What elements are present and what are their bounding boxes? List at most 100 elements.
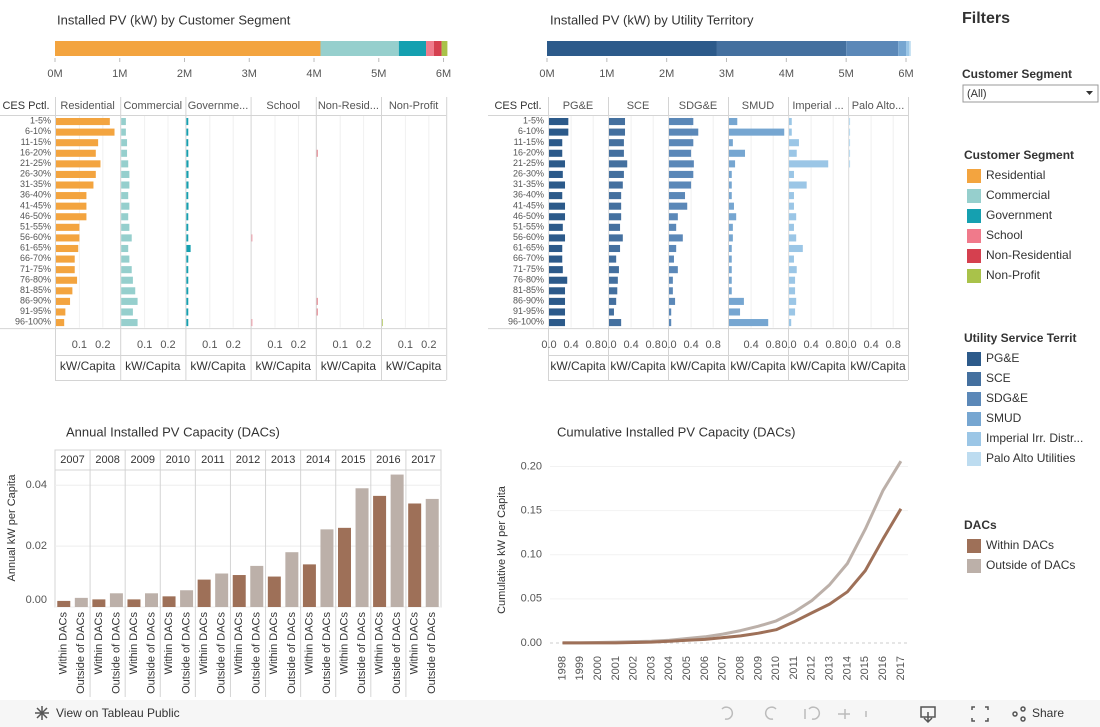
bar-segment [55,41,321,56]
row-label: 56-60% [513,232,544,242]
bar [729,149,746,157]
bar [609,266,619,274]
bar [180,590,194,607]
bar [849,149,851,157]
legend-swatch [967,452,981,466]
bar [408,503,422,607]
bar [121,181,130,189]
row-label: 91-95% [20,306,51,316]
bar [121,202,130,210]
x-tick-label: 0.2 [291,339,306,351]
y-tick-label: 0.20 [521,460,542,472]
bar [121,213,129,221]
bar [789,244,803,253]
row-label: 66-70% [20,253,51,263]
bar [162,596,176,607]
x-tick-label: Within DACs [409,612,421,675]
x-tick-label: 2013 [824,656,836,680]
tableau-icon[interactable] [35,706,49,720]
bar-segment [320,41,399,56]
x-tick-label: 2016 [877,656,889,680]
view-link[interactable]: View on Tableau Public [56,706,180,720]
row-label: 11-15% [514,137,544,147]
x-tick-label: 0.1 [137,339,152,351]
toolbar-icons[interactable] [721,706,1026,724]
bar [382,319,383,327]
x-tick-label: 0.2 [95,339,110,351]
row-label: 81-85% [20,285,51,295]
bar [56,149,96,157]
bar [316,308,318,316]
bar [56,287,73,295]
bar [789,181,807,189]
legend-label: School [986,228,1023,242]
bar [338,527,351,607]
panel-label: Non-Profit [389,100,439,112]
x-tick-label: Within DACs [163,612,175,675]
bar [186,297,189,305]
row-label: 16-20% [20,147,51,157]
bar-segment [716,41,847,56]
bar [669,139,694,147]
x-tick-label: 2007 [717,656,729,680]
chart-title: Installed PV (kW) by Customer Segment [57,12,291,27]
bar [186,128,189,136]
bar [789,308,796,316]
bar [549,160,566,168]
row-header: CES Pctl. [2,100,49,112]
x-tick-label: 0.8 [646,339,661,351]
row-label: 61-65% [513,243,544,253]
bar [729,319,769,327]
x-tick-label: Within DACs [93,612,105,675]
bar [121,266,132,274]
filter-value[interactable]: (All) [967,88,987,100]
row-label: 26-30% [513,169,544,179]
bar [425,498,439,607]
x-tick-label: 0.2 [226,339,241,351]
bar [549,255,563,263]
row-label: 91-95% [513,306,544,316]
bar [789,149,797,157]
bar [669,255,674,263]
panel-label: Imperial ... [792,100,843,112]
filter-dropdown[interactable] [962,84,1099,103]
bar-segment [547,41,717,56]
bar [669,160,694,168]
row-label: 46-50% [513,211,544,221]
x-axis-label: kW/Capita [850,359,906,373]
x-tick-label: 2005 [681,656,693,680]
chart-title: Installed PV (kW) by Utility Territory [550,12,754,27]
bar [549,297,566,305]
bar [121,192,129,200]
legend-swatch [967,169,981,183]
bar [56,308,66,316]
bar [186,202,189,210]
bar [609,213,622,221]
bar [121,118,126,126]
x-tick-label: 0.2 [160,339,175,351]
x-tick-label: 2002 [628,656,640,680]
y-tick-label: 0.15 [521,504,542,516]
bar [56,181,94,189]
share-button[interactable]: Share [1032,706,1064,720]
x-tick-label: Outside of DACs [356,612,368,694]
legend-swatch [967,189,981,203]
x-tick-label: 2017 [895,656,907,680]
x-tick-label: 2010 [770,656,782,680]
row-label: 96-100% [15,317,51,327]
bar [729,234,733,242]
bar [669,170,694,178]
x-tick-label: 0.1 [202,339,217,351]
bar [609,128,626,136]
bar [549,128,569,136]
bar-segment [906,41,910,56]
panel-label: Palo Alto... [852,100,905,112]
bar [729,244,732,253]
bar [355,488,369,607]
bar [609,181,623,189]
legend-label: Residential [986,168,1045,182]
row-label: 1-5% [30,116,51,126]
bar-segment [898,41,907,56]
x-tick-label: 0.2 [356,339,371,351]
